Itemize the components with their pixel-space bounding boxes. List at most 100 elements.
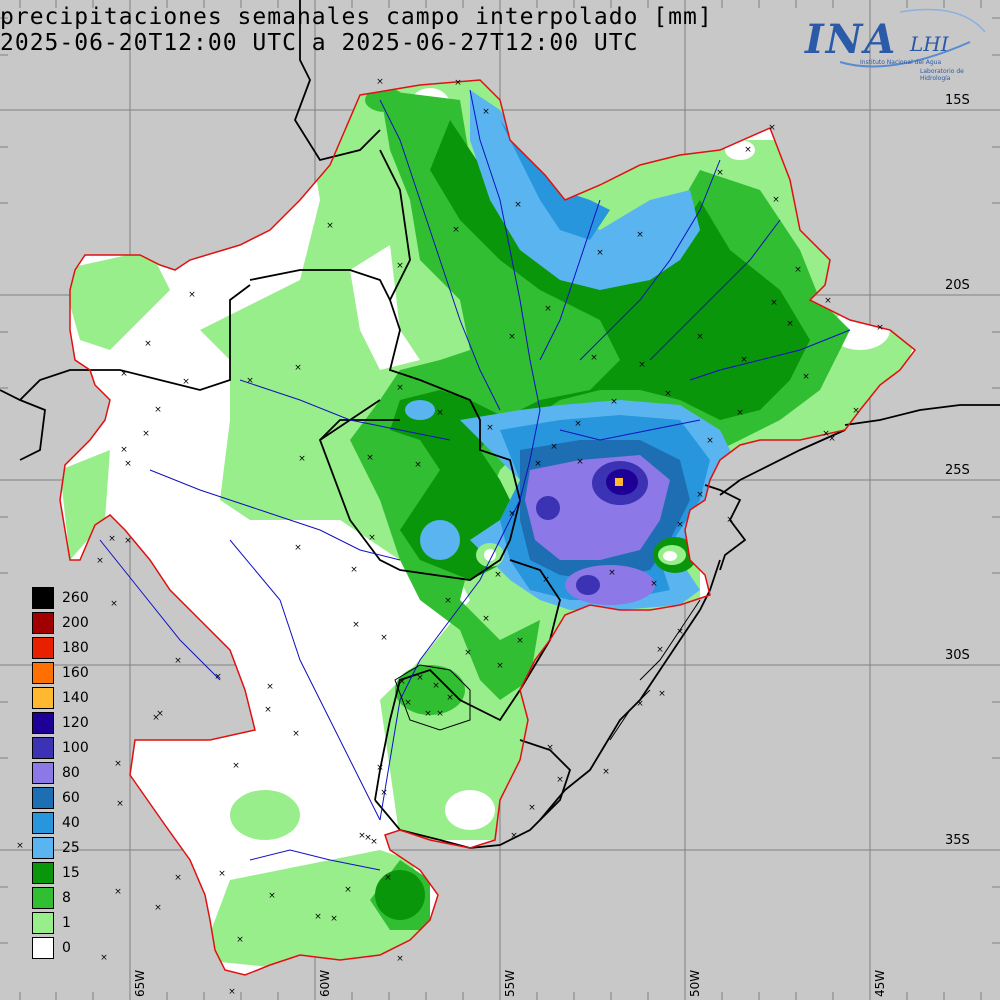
svg-text:×: × xyxy=(482,614,490,624)
svg-text:×: × xyxy=(822,429,830,439)
legend-swatch xyxy=(32,611,54,634)
svg-text:×: × xyxy=(154,405,162,415)
svg-text:×: × xyxy=(432,681,440,691)
svg-text:×: × xyxy=(174,656,182,666)
legend-label: 40 xyxy=(62,814,80,831)
legend-item: 0 xyxy=(32,935,89,960)
svg-text:×: × xyxy=(576,457,584,467)
country-borders xyxy=(0,0,1000,849)
svg-text:×: × xyxy=(636,230,644,240)
svg-text:×: × xyxy=(768,123,776,133)
svg-text:×: × xyxy=(96,556,104,566)
lon-label: 60W xyxy=(318,969,332,997)
svg-text:×: × xyxy=(696,332,704,342)
svg-text:×: × xyxy=(116,799,124,809)
svg-text:×: × xyxy=(508,332,516,342)
legend-item: 1 xyxy=(32,910,89,935)
svg-text:×: × xyxy=(610,397,618,407)
logo-lhi: LHI xyxy=(910,32,949,56)
svg-text:×: × xyxy=(828,434,836,444)
lat-label: 30S xyxy=(945,648,970,663)
svg-text:×: × xyxy=(744,145,752,155)
legend-swatch xyxy=(32,686,54,709)
svg-text:×: × xyxy=(142,429,150,439)
legend-item: 15 xyxy=(32,860,89,885)
svg-text:×: × xyxy=(638,360,646,370)
legend-label: 8 xyxy=(62,889,71,906)
svg-text:×: × xyxy=(174,873,182,883)
svg-text:×: × xyxy=(696,490,704,500)
svg-text:×: × xyxy=(510,831,518,841)
legend-swatch xyxy=(32,836,54,859)
svg-text:×: × xyxy=(214,672,222,682)
svg-text:×: × xyxy=(352,620,360,630)
svg-text:×: × xyxy=(314,912,322,922)
svg-text:×: × xyxy=(246,376,254,386)
svg-text:×: × xyxy=(508,509,516,519)
legend-swatch xyxy=(32,886,54,909)
legend-label: 260 xyxy=(62,589,89,606)
legend-swatch xyxy=(32,586,54,609)
svg-text:×: × xyxy=(292,729,300,739)
basin-outline xyxy=(59,79,917,976)
svg-text:×: × xyxy=(152,713,160,723)
svg-text:×: × xyxy=(482,107,490,117)
svg-text:×: × xyxy=(452,225,460,235)
svg-text:×: × xyxy=(414,460,422,470)
svg-text:×: × xyxy=(706,436,714,446)
legend-label: 140 xyxy=(62,689,89,706)
svg-text:×: × xyxy=(114,759,122,769)
svg-text:×: × xyxy=(852,406,860,416)
svg-text:×: × xyxy=(344,885,352,895)
svg-text:×: × xyxy=(398,677,406,687)
svg-text:×: × xyxy=(772,195,780,205)
svg-text:×: × xyxy=(266,682,274,692)
legend-swatch xyxy=(32,761,54,784)
svg-text:×: × xyxy=(16,841,24,851)
svg-text:×: × xyxy=(496,661,504,671)
svg-text:×: × xyxy=(514,200,522,210)
svg-text:×: × xyxy=(396,261,404,271)
svg-text:×: × xyxy=(656,645,664,655)
legend-item: 25 xyxy=(32,835,89,860)
svg-text:×: × xyxy=(454,78,462,88)
svg-text:×: × xyxy=(294,543,302,553)
map-title: precipitaciones semanales campo interpol… xyxy=(0,4,713,30)
legend-label: 0 xyxy=(62,939,71,956)
svg-text:×: × xyxy=(436,408,444,418)
legend-swatch xyxy=(32,711,54,734)
svg-text:×: × xyxy=(188,290,196,300)
svg-text:×: × xyxy=(350,565,358,575)
legend-label: 160 xyxy=(62,664,89,681)
color-legend: 260 200 180 160 140 120 100 80 60 40 25 … xyxy=(32,585,89,960)
svg-text:×: × xyxy=(726,515,734,525)
svg-text:×: × xyxy=(424,709,432,719)
svg-text:×: × xyxy=(676,520,684,530)
svg-text:×: × xyxy=(650,579,658,589)
legend-swatch xyxy=(32,911,54,934)
svg-text:×: × xyxy=(546,743,554,753)
svg-text:×: × xyxy=(416,673,424,683)
station-markers: × ××× ×××× ×××× ×××× ×××× ×××× ×××× ×××× … xyxy=(16,77,884,997)
legend-item: 60 xyxy=(32,785,89,810)
svg-text:×: × xyxy=(794,265,802,275)
legend-item: 140 xyxy=(32,685,89,710)
svg-text:×: × xyxy=(154,903,162,913)
logo-ina: INA xyxy=(805,16,898,63)
svg-text:×: × xyxy=(770,298,778,308)
svg-text:×: × xyxy=(114,887,122,897)
svg-text:×: × xyxy=(232,761,240,771)
svg-text:×: × xyxy=(556,775,564,785)
rivers xyxy=(99,89,851,871)
legend-item: 260 xyxy=(32,585,89,610)
svg-text:×: × xyxy=(144,339,152,349)
legend-label: 25 xyxy=(62,839,80,856)
hatched-region xyxy=(394,664,471,731)
logo-subtitle-lab: Laboratorio de Hidrología xyxy=(920,68,964,82)
svg-text:×: × xyxy=(676,627,684,637)
legend-label: 1 xyxy=(62,914,71,931)
svg-text:×: × xyxy=(436,709,444,719)
svg-text:×: × xyxy=(110,599,118,609)
legend-label: 80 xyxy=(62,764,80,781)
